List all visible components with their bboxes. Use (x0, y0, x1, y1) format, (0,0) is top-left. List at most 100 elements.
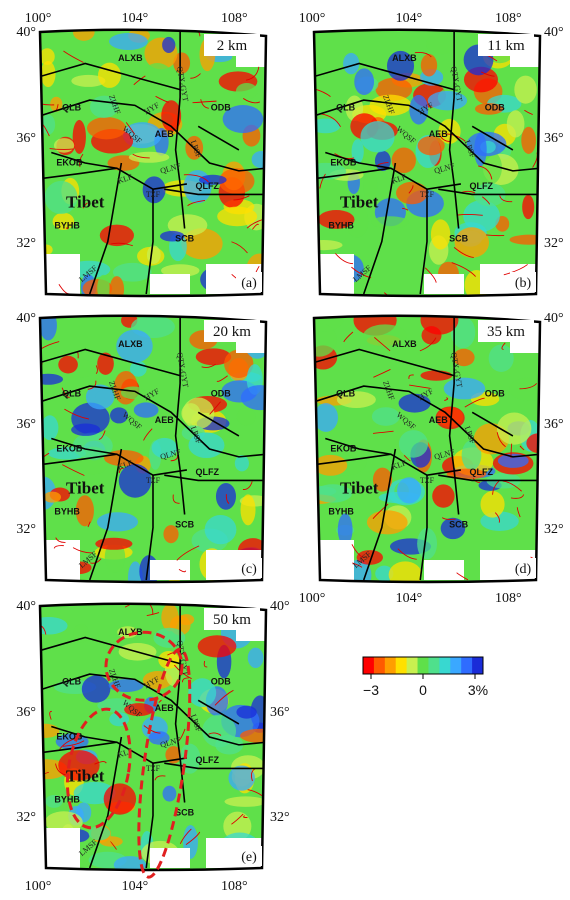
anomaly-blob (40, 759, 68, 780)
fault-trace (441, 517, 456, 520)
region-label-aeb: AEB (155, 703, 175, 713)
fault-trace (132, 153, 150, 159)
fault-trace (143, 428, 153, 441)
fault-trace (478, 165, 493, 180)
fault-trace (178, 728, 186, 741)
fault-trace (373, 369, 391, 378)
colorbar-cell (384, 657, 397, 674)
tibet-label: Tibet (340, 479, 379, 498)
region-label-byhb: BYHB (328, 507, 354, 517)
region-label-qlb: QLB (62, 677, 81, 687)
block-boundary (419, 475, 428, 581)
block-boundary (325, 151, 391, 170)
tibet-label: Tibet (66, 767, 105, 786)
fault-label-tzf: TZF (146, 190, 161, 199)
map-frame (312, 28, 542, 298)
anomaly-blob (356, 550, 383, 565)
region-label-qlfz: QLFZ (469, 181, 493, 191)
anomaly-blob (497, 453, 529, 468)
colorbar-label-neg: −3 (363, 682, 379, 698)
lat-tick-right: 36° (544, 417, 564, 432)
block-boundary (88, 736, 123, 869)
block-boundary (197, 411, 240, 437)
fault-trace (203, 660, 208, 668)
fault-trace (190, 73, 201, 79)
fault-trace (472, 478, 481, 483)
fault-trace (501, 342, 506, 350)
anomaly-blob (96, 512, 139, 532)
velocity-anomaly-field (314, 315, 540, 582)
anomaly-blob (509, 377, 540, 401)
fault-trace (503, 264, 528, 276)
fault-trace (263, 774, 266, 784)
fault-trace (154, 775, 166, 781)
panel-label-box (236, 846, 262, 866)
block-boundary (471, 411, 514, 437)
fault-label-tzf: TZF (420, 190, 435, 199)
anomaly-blob (167, 214, 208, 237)
fault-trace (79, 153, 84, 168)
fault-trace (62, 464, 85, 476)
lon-tick-top: 104° (122, 11, 149, 26)
highlight-ellipse (137, 647, 192, 879)
anomaly-blob (40, 373, 64, 385)
map-frame (38, 314, 268, 584)
fault-trace (343, 331, 354, 343)
anomaly-blob (188, 678, 217, 708)
region-label-odb: ODB (485, 389, 506, 399)
anomaly-blob (197, 635, 237, 658)
anomaly-blob (40, 616, 68, 635)
block-boundary (88, 448, 123, 581)
anomaly-blob (375, 565, 394, 582)
anomaly-blob (75, 495, 94, 527)
anomaly-blob (432, 484, 455, 508)
region-label-aeb: AEB (155, 129, 175, 139)
block-boundary (40, 99, 266, 172)
region-label-alxb: ALXB (118, 339, 143, 349)
fault-trace (158, 699, 162, 703)
block-boundary (197, 699, 240, 725)
region-label-qlb: QLB (62, 389, 81, 399)
fault-trace (64, 408, 90, 420)
anomaly-blob (240, 385, 266, 411)
anomaly-blob (181, 403, 201, 424)
anomaly-blob (142, 671, 173, 690)
region-label-ekob: EKOB (56, 158, 83, 168)
region-label-qlb: QLB (336, 103, 355, 113)
region-label-ekob: EKOB (56, 444, 83, 454)
anomaly-blob (453, 348, 475, 367)
panel-label: (b) (515, 276, 532, 291)
anomaly-blob (71, 423, 101, 436)
anomaly-blob (162, 785, 177, 802)
anomaly-blob (425, 33, 458, 55)
fault-trace (200, 99, 209, 109)
anomaly-blob (202, 714, 237, 748)
anomaly-blob (240, 494, 256, 526)
anomaly-blob (217, 206, 258, 227)
fault-trace (124, 603, 147, 608)
anomaly-blob (162, 36, 176, 54)
lat-tick-left: 40° (16, 599, 36, 614)
panel-label: (d) (515, 562, 532, 577)
fault-trace (510, 494, 525, 499)
region-label-qlfz: QLFZ (469, 467, 493, 477)
anomaly-blob (40, 315, 57, 341)
fault-trace (40, 771, 49, 785)
fault-trace (480, 71, 495, 77)
anomaly-blob (314, 322, 337, 357)
anomaly-blob (163, 525, 179, 544)
anomaly-blob (354, 68, 375, 96)
anomaly-blob (112, 262, 152, 282)
anomaly-blob (71, 74, 106, 87)
fault-trace (146, 603, 154, 615)
lon-tick-bottom: 104° (122, 879, 149, 894)
fault-trace (516, 507, 521, 518)
fault-trace (247, 789, 266, 804)
lon-tick-top: 108° (495, 11, 522, 26)
lat-tick-right: 40° (544, 311, 564, 326)
region-label-qlfz: QLFZ (195, 467, 219, 477)
lon-tick-bottom: 108° (221, 879, 248, 894)
no-data-mask (150, 560, 190, 580)
